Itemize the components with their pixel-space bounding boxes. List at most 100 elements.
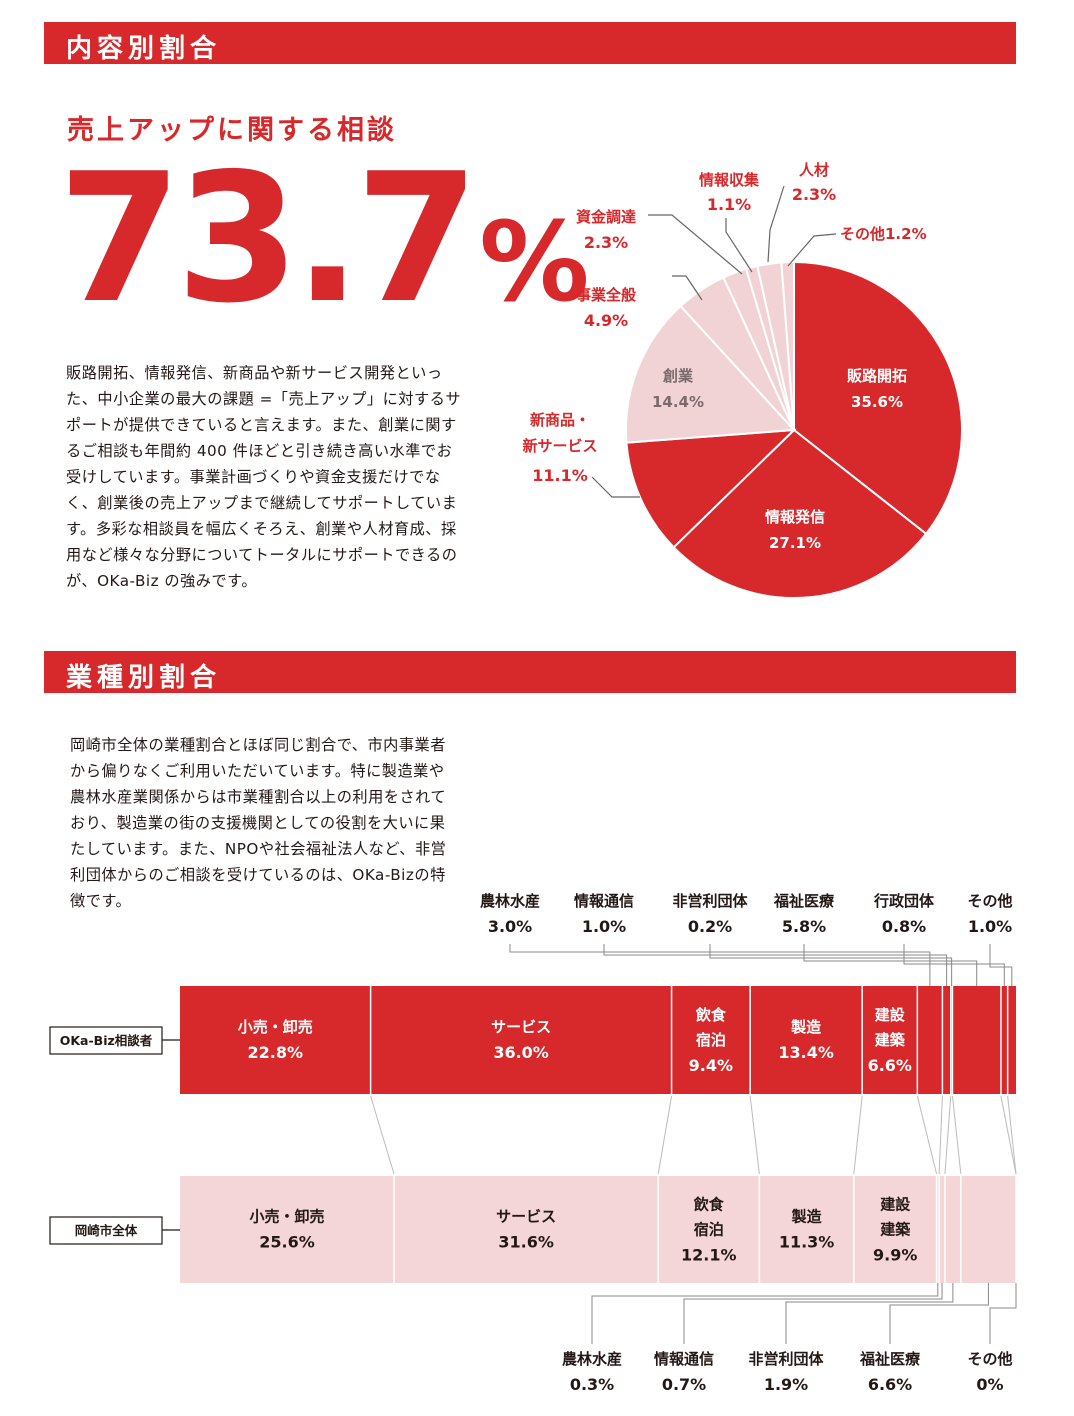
- pie-leader-line: [591, 476, 640, 498]
- bar-row: [180, 986, 1016, 1094]
- top-callout-value: 5.8%: [782, 917, 826, 936]
- bottom-callout-label: 農林水産: [562, 1350, 622, 1368]
- bottom-callout-leader: [785, 1283, 954, 1344]
- pie-value: 2.3%: [792, 185, 836, 204]
- bar-segment-label: 製造: [790, 1018, 821, 1036]
- content-subtitle: 売上アップに関する相談: [67, 115, 397, 146]
- headline-value: 73.7: [58, 135, 479, 342]
- pie-slice: [625, 304, 797, 444]
- bottom-callout-value: 0.3%: [570, 1375, 614, 1394]
- bottom-callout-label: 非営利団体: [748, 1350, 824, 1368]
- top-callout-leader: [709, 944, 953, 986]
- bar-connector: [938, 1095, 943, 1175]
- bar-segment-value: 31.6%: [498, 1233, 554, 1252]
- pie-value: 27.1%: [769, 534, 821, 552]
- bottom-callout-leader: [591, 1283, 939, 1344]
- industry-description: 岡崎市全体の業種割合とほぼ同じ割合で、市内事業者から偏りなくご利用いただいていま…: [70, 736, 447, 910]
- pie-label: 情報発信: [765, 508, 825, 526]
- bar-connector: [944, 1095, 952, 1175]
- top-callout-leader: [603, 944, 948, 986]
- bottom-callout-value: 0.7%: [662, 1375, 706, 1394]
- bottom-callout-leader: [989, 1283, 1017, 1344]
- row-label: 岡崎市全体: [75, 1223, 138, 1238]
- bar-row: [180, 1176, 1016, 1283]
- bar-connector: [916, 1095, 938, 1175]
- bar-segment-label: 宿泊: [694, 1221, 724, 1239]
- pie-label: 新サービス: [522, 437, 597, 455]
- top-callout-label: 行政団体: [873, 892, 935, 910]
- top-callout-value: 3.0%: [488, 917, 532, 936]
- top-callout-leader: [509, 944, 931, 986]
- bar-segment-label: 建築: [875, 1031, 906, 1049]
- top-callout-value: 1.0%: [582, 917, 626, 936]
- bar-segment-label: 小売・卸売: [238, 1018, 313, 1036]
- headline-unit: %: [479, 198, 590, 326]
- top-callout-label: その他: [967, 892, 1012, 910]
- bottom-callout-leader: [889, 1283, 989, 1344]
- section-title: 業種別割合: [66, 663, 222, 693]
- section-header-content: 内容別割合: [44, 22, 1016, 64]
- pie-label: 新商品・: [530, 411, 590, 429]
- bar-segment-label: サービス: [491, 1018, 551, 1036]
- top-callout-label: 情報通信: [574, 892, 634, 910]
- pie-value: 2.3%: [584, 233, 628, 252]
- bar-segment-value: 13.4%: [778, 1043, 834, 1062]
- bar-segment-label: 小売・卸売: [250, 1208, 325, 1226]
- content-description: 販路開拓、情報発信、新商品や新サービス開発といった、中小企業の最大の課題 =「売…: [66, 364, 462, 590]
- bar-segment-label: 飲食: [693, 1196, 725, 1214]
- bar-segment-label: 宿泊: [696, 1031, 726, 1049]
- pie-label: 情報収集: [699, 171, 760, 189]
- pie-leader-line: [725, 218, 753, 273]
- pie-leader-line: [787, 233, 837, 267]
- top-callout-label: 福祉医療: [773, 892, 835, 910]
- pie-label: その他1.2%: [840, 225, 927, 243]
- bar-segment-value: 6.6%: [868, 1056, 912, 1075]
- pie-label: 人材: [799, 161, 829, 179]
- pie-label: 資金調達: [576, 208, 636, 226]
- bar-segment-value: 12.1%: [681, 1246, 737, 1265]
- pie-leader-line: [672, 275, 703, 301]
- section-title: 内容別割合: [66, 34, 222, 64]
- bar-segment-value: 9.9%: [873, 1246, 917, 1265]
- top-callout-value: 0.8%: [882, 917, 926, 936]
- top-callout-leader: [989, 944, 1013, 986]
- pie-label: 創業: [662, 367, 694, 385]
- bar-segment-value: 25.6%: [259, 1233, 315, 1252]
- pie-slice: [625, 428, 797, 549]
- pie-value: 35.6%: [851, 393, 903, 411]
- bottom-callout-label: その他: [967, 1350, 1012, 1368]
- bar-connector: [657, 1095, 673, 1175]
- top-callout-leader: [803, 944, 978, 986]
- bar-connector: [1007, 1095, 1017, 1175]
- bar-connector: [853, 1095, 863, 1175]
- pie-leader-line: [767, 185, 785, 263]
- bottom-callout-value: 0%: [976, 1375, 1003, 1394]
- top-callout-value: 0.2%: [688, 917, 732, 936]
- bar-segment-value: 36.0%: [493, 1043, 549, 1062]
- bar-segment-label: サービス: [496, 1208, 556, 1226]
- headline-percentage: 73.7%: [58, 150, 589, 328]
- bar-segment-label: 飲食: [695, 1006, 727, 1024]
- pie-value: 1.1%: [707, 195, 751, 214]
- bottom-callout-label: 福祉医療: [859, 1350, 921, 1368]
- pie-value: 11.1%: [532, 466, 588, 485]
- row-label: OKa-Biz相談者: [60, 1033, 153, 1048]
- bar-segment-label: 製造: [791, 1208, 822, 1226]
- pie-value: 14.4%: [652, 393, 704, 411]
- pie-label: 販路開拓: [847, 367, 907, 385]
- bar-connector: [749, 1095, 760, 1175]
- pie-label: 事業全般: [576, 286, 636, 304]
- section-header-industry: 業種別割合: [44, 651, 1016, 693]
- bar-segment-label: 建設: [875, 1006, 906, 1024]
- pie-slice: [780, 260, 795, 431]
- top-callout-label: 農林水産: [480, 892, 540, 910]
- bottom-callout-label: 情報通信: [654, 1350, 714, 1368]
- bottom-callout-value: 6.6%: [868, 1375, 912, 1394]
- bar-segment-value: 22.8%: [248, 1043, 304, 1062]
- bar-connector: [1000, 1095, 1017, 1175]
- bar-segment-label: 建設: [880, 1196, 911, 1214]
- bar-connector: [370, 1095, 395, 1175]
- pie-slice: [672, 428, 928, 599]
- bottom-callout-value: 1.9%: [764, 1375, 808, 1394]
